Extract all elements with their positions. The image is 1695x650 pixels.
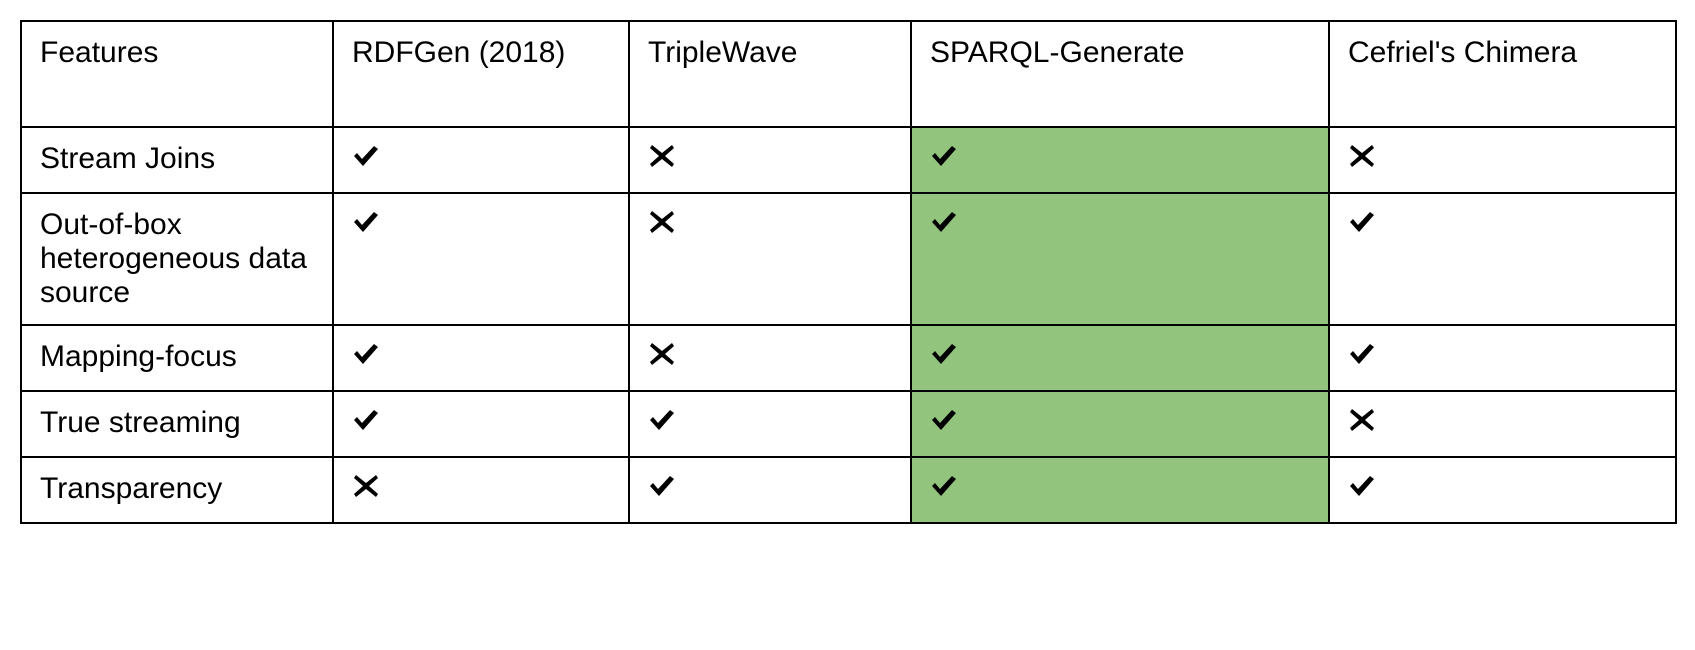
check-icon	[1348, 472, 1376, 500]
table-header-row: Features RDFGen (2018) TripleWave SPARQL…	[21, 21, 1676, 127]
feature-cell	[333, 127, 629, 193]
cross-icon	[648, 142, 676, 170]
feature-cell	[1329, 457, 1676, 523]
cross-icon	[648, 208, 676, 236]
feature-comparison-table: Features RDFGen (2018) TripleWave SPARQL…	[20, 20, 1677, 524]
table-body: Stream JoinsOut-of-box heterogeneous dat…	[21, 127, 1676, 523]
cross-icon	[1348, 406, 1376, 434]
check-icon	[930, 406, 958, 434]
col-header-sparql-generate: SPARQL-Generate	[911, 21, 1329, 127]
feature-cell	[1329, 391, 1676, 457]
feature-cell	[333, 193, 629, 325]
check-icon	[930, 472, 958, 500]
feature-label: Out-of-box heterogeneous data source	[21, 193, 333, 325]
feature-label: Transparency	[21, 457, 333, 523]
feature-cell	[1329, 325, 1676, 391]
check-icon	[648, 472, 676, 500]
feature-cell	[911, 193, 1329, 325]
check-icon	[1348, 208, 1376, 236]
feature-cell	[1329, 193, 1676, 325]
feature-cell	[629, 325, 911, 391]
col-header-rdfgen: RDFGen (2018)	[333, 21, 629, 127]
feature-cell	[911, 457, 1329, 523]
check-icon	[352, 142, 380, 170]
check-icon	[1348, 340, 1376, 368]
check-icon	[352, 406, 380, 434]
feature-cell	[333, 457, 629, 523]
check-icon	[930, 340, 958, 368]
table-row: Stream Joins	[21, 127, 1676, 193]
col-header-chimera: Cefriel's Chimera	[1329, 21, 1676, 127]
feature-cell	[333, 391, 629, 457]
cross-icon	[352, 472, 380, 500]
col-header-triplewave: TripleWave	[629, 21, 911, 127]
feature-label: Mapping-focus	[21, 325, 333, 391]
check-icon	[352, 340, 380, 368]
feature-label: True streaming	[21, 391, 333, 457]
feature-cell	[911, 127, 1329, 193]
table-row: Transparency	[21, 457, 1676, 523]
table-row: True streaming	[21, 391, 1676, 457]
table-row: Out-of-box heterogeneous data source	[21, 193, 1676, 325]
check-icon	[930, 142, 958, 170]
feature-cell	[629, 457, 911, 523]
check-icon	[930, 208, 958, 236]
feature-cell	[333, 325, 629, 391]
cross-icon	[648, 340, 676, 368]
col-header-features: Features	[21, 21, 333, 127]
feature-label: Stream Joins	[21, 127, 333, 193]
cross-icon	[1348, 142, 1376, 170]
check-icon	[352, 208, 380, 236]
table-row: Mapping-focus	[21, 325, 1676, 391]
check-icon	[648, 406, 676, 434]
feature-cell	[629, 391, 911, 457]
feature-cell	[1329, 127, 1676, 193]
feature-cell	[629, 193, 911, 325]
feature-cell	[911, 325, 1329, 391]
feature-cell	[911, 391, 1329, 457]
feature-cell	[629, 127, 911, 193]
